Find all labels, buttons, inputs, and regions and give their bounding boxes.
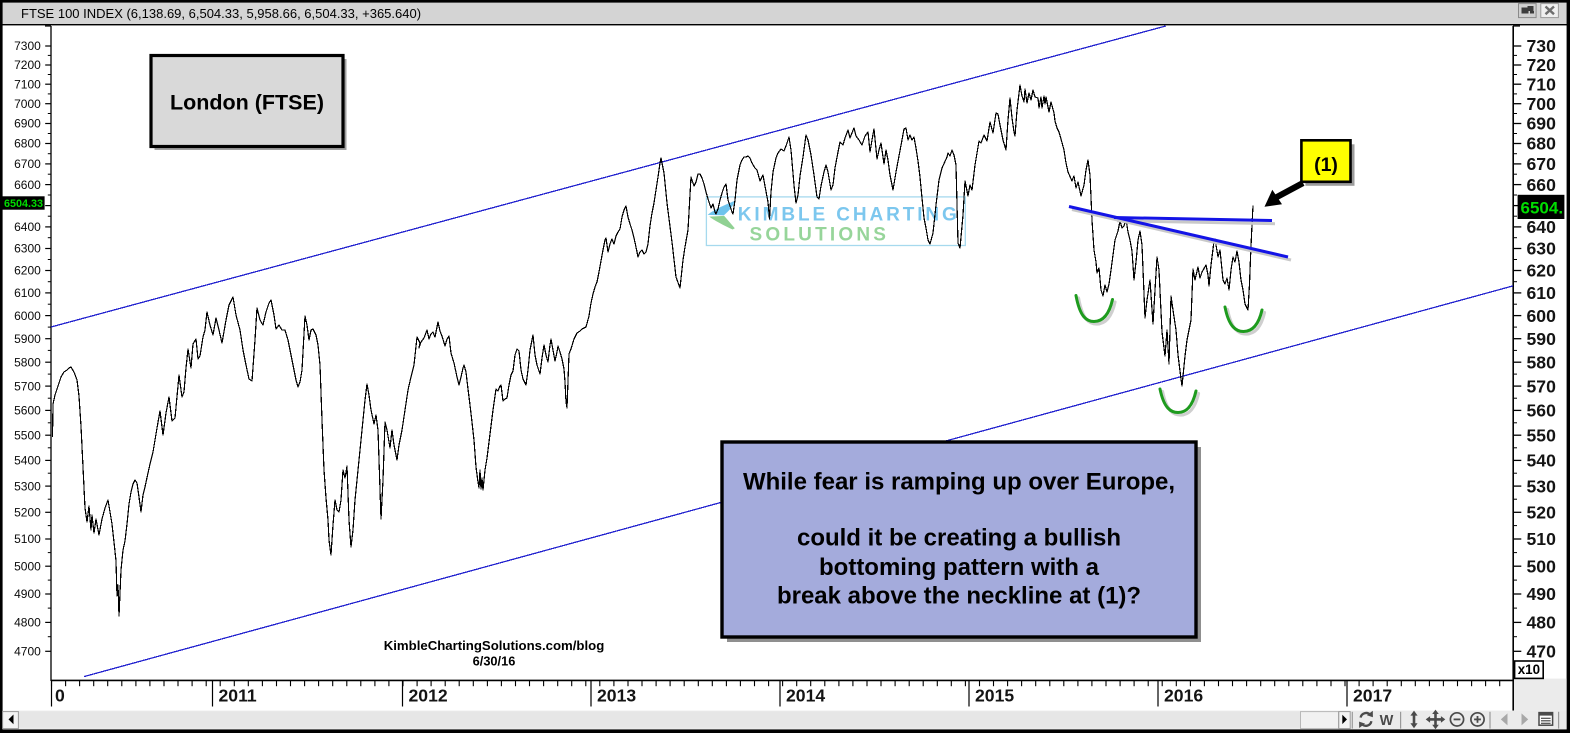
svg-text:600: 600 [1527, 306, 1557, 326]
svg-text:570: 570 [1527, 376, 1557, 396]
svg-text:6/30/16: 6/30/16 [473, 654, 516, 669]
svg-text:5500: 5500 [14, 428, 41, 442]
svg-text:560: 560 [1527, 401, 1557, 421]
svg-text:5400: 5400 [14, 454, 41, 468]
svg-text:670: 670 [1527, 154, 1557, 174]
svg-text:KimbleChartingSolutions.com/bl: KimbleChartingSolutions.com/blog [384, 638, 605, 653]
svg-text:6600: 6600 [14, 178, 41, 192]
svg-text:7200: 7200 [14, 58, 41, 72]
svg-text:6400: 6400 [14, 220, 41, 234]
svg-text:7300: 7300 [14, 39, 41, 53]
svg-text:(1): (1) [1314, 154, 1338, 176]
svg-text:could it be creating a bullish: could it be creating a bullish [797, 525, 1121, 552]
svg-text:5200: 5200 [14, 506, 41, 520]
svg-text:2013: 2013 [597, 686, 636, 706]
svg-text:KIMBLE CHARTING: KIMBLE CHARTING [738, 204, 960, 225]
svg-text:SOLUTIONS: SOLUTIONS [750, 225, 890, 246]
svg-text:5000: 5000 [14, 559, 41, 573]
svg-text:580: 580 [1527, 352, 1557, 372]
svg-text:2012: 2012 [409, 686, 448, 706]
svg-text:5300: 5300 [14, 479, 41, 493]
svg-text:630: 630 [1527, 239, 1557, 259]
svg-text:700: 700 [1527, 94, 1557, 114]
svg-text:480: 480 [1527, 613, 1557, 633]
svg-text:490: 490 [1527, 584, 1557, 604]
svg-text:690: 690 [1527, 114, 1557, 134]
svg-text:610: 610 [1527, 283, 1557, 303]
svg-text:550: 550 [1527, 425, 1557, 445]
svg-text:4900: 4900 [14, 587, 41, 601]
svg-text:FTSE 100 INDEX (6,138.69, 6,50: FTSE 100 INDEX (6,138.69, 6,504.33, 5,95… [21, 6, 421, 21]
svg-text:While fear is ramping up over: While fear is ramping up over Europe, [743, 469, 1175, 496]
svg-text:bottoming pattern with a: bottoming pattern with a [819, 554, 1100, 581]
svg-text:0: 0 [55, 686, 65, 706]
svg-text:W: W [1380, 713, 1394, 729]
svg-text:5900: 5900 [14, 332, 41, 346]
svg-text:4700: 4700 [14, 645, 41, 659]
svg-text:6700: 6700 [14, 157, 41, 171]
svg-text:x10: x10 [1518, 662, 1540, 677]
svg-text:2015: 2015 [975, 686, 1014, 706]
svg-text:6504.33: 6504.33 [4, 198, 43, 210]
svg-text:500: 500 [1527, 556, 1557, 576]
svg-text:660: 660 [1527, 175, 1557, 195]
svg-text:6000: 6000 [14, 309, 41, 323]
svg-text:640: 640 [1527, 217, 1557, 237]
svg-text:620: 620 [1527, 261, 1557, 281]
svg-text:2011: 2011 [219, 686, 257, 706]
svg-text:6100: 6100 [14, 286, 41, 300]
svg-text:6504.: 6504. [1521, 198, 1564, 217]
svg-text:7000: 7000 [14, 97, 41, 111]
svg-text:London (FTSE): London (FTSE) [170, 91, 324, 115]
svg-text:4800: 4800 [14, 616, 41, 630]
svg-text:5700: 5700 [14, 379, 41, 393]
svg-text:2016: 2016 [1164, 686, 1203, 706]
svg-text:2017: 2017 [1353, 686, 1392, 706]
svg-text:520: 520 [1527, 503, 1557, 523]
svg-text:6800: 6800 [14, 137, 41, 151]
svg-text:530: 530 [1527, 476, 1557, 496]
svg-text:6300: 6300 [14, 242, 41, 256]
svg-text:680: 680 [1527, 134, 1557, 154]
svg-text:510: 510 [1527, 529, 1557, 549]
svg-text:2014: 2014 [786, 686, 825, 706]
svg-text:720: 720 [1527, 55, 1557, 75]
svg-text:break above the neckline at (1: break above the neckline at (1)? [777, 583, 1141, 610]
svg-text:6200: 6200 [14, 264, 41, 278]
svg-text:6900: 6900 [14, 117, 41, 131]
svg-text:710: 710 [1527, 74, 1557, 94]
svg-text:5800: 5800 [14, 355, 41, 369]
svg-text:5600: 5600 [14, 404, 41, 418]
svg-text:730: 730 [1527, 36, 1557, 56]
svg-text:7100: 7100 [14, 77, 41, 91]
svg-text:470: 470 [1527, 642, 1557, 662]
svg-text:590: 590 [1527, 329, 1557, 349]
svg-text:540: 540 [1527, 451, 1557, 471]
svg-text:5100: 5100 [14, 532, 41, 546]
